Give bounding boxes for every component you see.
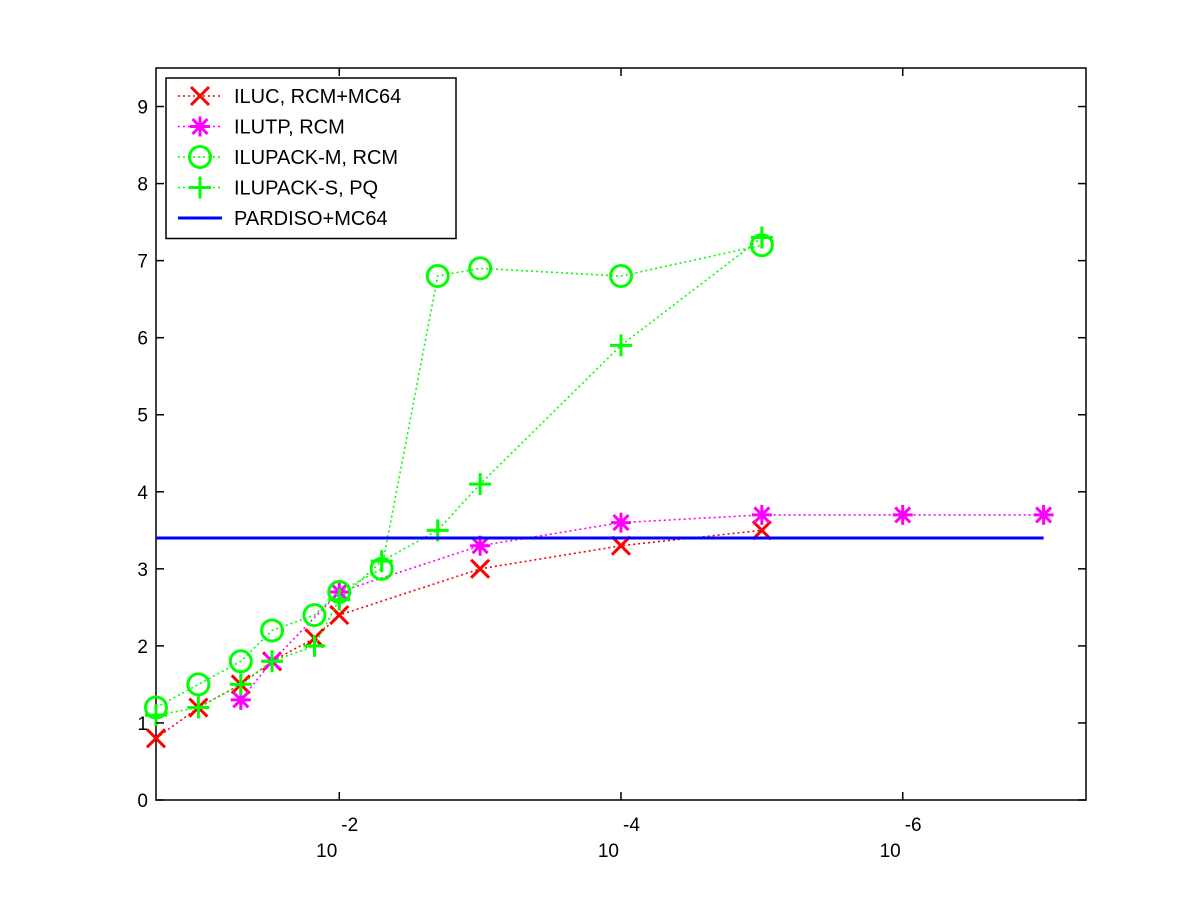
legend: ILUC, RCM+MC64 ILUTP, RCM ILUPACK-M, RCM IL… xyxy=(165,77,457,240)
data-point xyxy=(328,588,351,611)
data-point xyxy=(230,689,251,710)
legend-item: PARDISO+MC64 xyxy=(178,208,388,230)
legend-label: ILUPACK-M, RCM xyxy=(234,147,398,169)
data-point xyxy=(229,673,252,696)
legend-marker xyxy=(189,176,211,199)
x-tick-label-exponent: -2 xyxy=(341,815,358,836)
series-line-2 xyxy=(240,514,1044,701)
legend-item: ILUPACK-M, RCM xyxy=(178,145,398,169)
legend-marker xyxy=(190,116,210,137)
data-point xyxy=(329,605,350,626)
data-point xyxy=(609,264,633,289)
x-tick-label-base: 10 xyxy=(880,841,901,862)
y-tick-label: 2 xyxy=(137,637,148,658)
series-layer xyxy=(144,226,1054,749)
legend-marker xyxy=(189,85,211,107)
data-point xyxy=(751,520,772,541)
data-point xyxy=(469,473,492,496)
data-point xyxy=(302,603,327,628)
data-point xyxy=(261,650,284,673)
data-point xyxy=(892,504,913,525)
legend-label: ILUC, RCM+MC64 xyxy=(234,86,401,108)
legend-item: ILUC, RCM+MC64 xyxy=(178,85,401,108)
series-line-1 xyxy=(155,529,762,740)
data-point xyxy=(303,634,326,657)
y-tick-label: 6 xyxy=(137,329,148,350)
y-tick-label: 1 xyxy=(137,714,148,735)
data-point xyxy=(470,558,491,579)
legend-label: ILUTP, RCM xyxy=(234,117,345,139)
legend-box xyxy=(165,77,457,240)
series-line-4 xyxy=(155,236,763,717)
data-point xyxy=(187,696,210,719)
series-line-3 xyxy=(155,244,763,709)
x-tick-label-base: 10 xyxy=(316,841,337,862)
series-4 xyxy=(145,226,773,727)
data-point xyxy=(228,649,253,674)
data-point xyxy=(611,512,631,533)
data-point xyxy=(186,672,211,697)
data-point xyxy=(145,728,167,749)
x-tick-label-exponent: -6 xyxy=(905,815,922,836)
y-tick-label: 3 xyxy=(137,560,148,581)
y-tick-label: 5 xyxy=(137,406,148,427)
y-tick-label: 7 xyxy=(137,252,148,273)
y-tick-label: 8 xyxy=(137,175,148,196)
legend-item: ILUPACK-S, PQ xyxy=(178,176,378,200)
legend-marker xyxy=(188,145,212,169)
y-tick-label: 9 xyxy=(137,98,148,119)
data-point xyxy=(610,535,632,556)
legend-item: ILUTP, RCM xyxy=(178,116,345,139)
data-point xyxy=(470,535,491,556)
data-point xyxy=(750,226,773,249)
x-tick-label-exponent: -4 xyxy=(623,815,640,836)
data-point xyxy=(1033,504,1054,525)
data-point xyxy=(370,550,393,573)
data-point xyxy=(260,618,285,643)
y-tick-label: 0 xyxy=(137,791,148,812)
data-point xyxy=(425,264,450,289)
x-tick-label-base: 10 xyxy=(598,841,619,862)
data-point xyxy=(468,256,493,281)
legend-label: PARDISO+MC64 xyxy=(234,208,388,230)
data-point xyxy=(751,504,772,525)
legend-label: ILUPACK-S, PQ xyxy=(234,178,378,200)
y-tick-label: 4 xyxy=(137,483,148,504)
data-point xyxy=(610,334,632,357)
